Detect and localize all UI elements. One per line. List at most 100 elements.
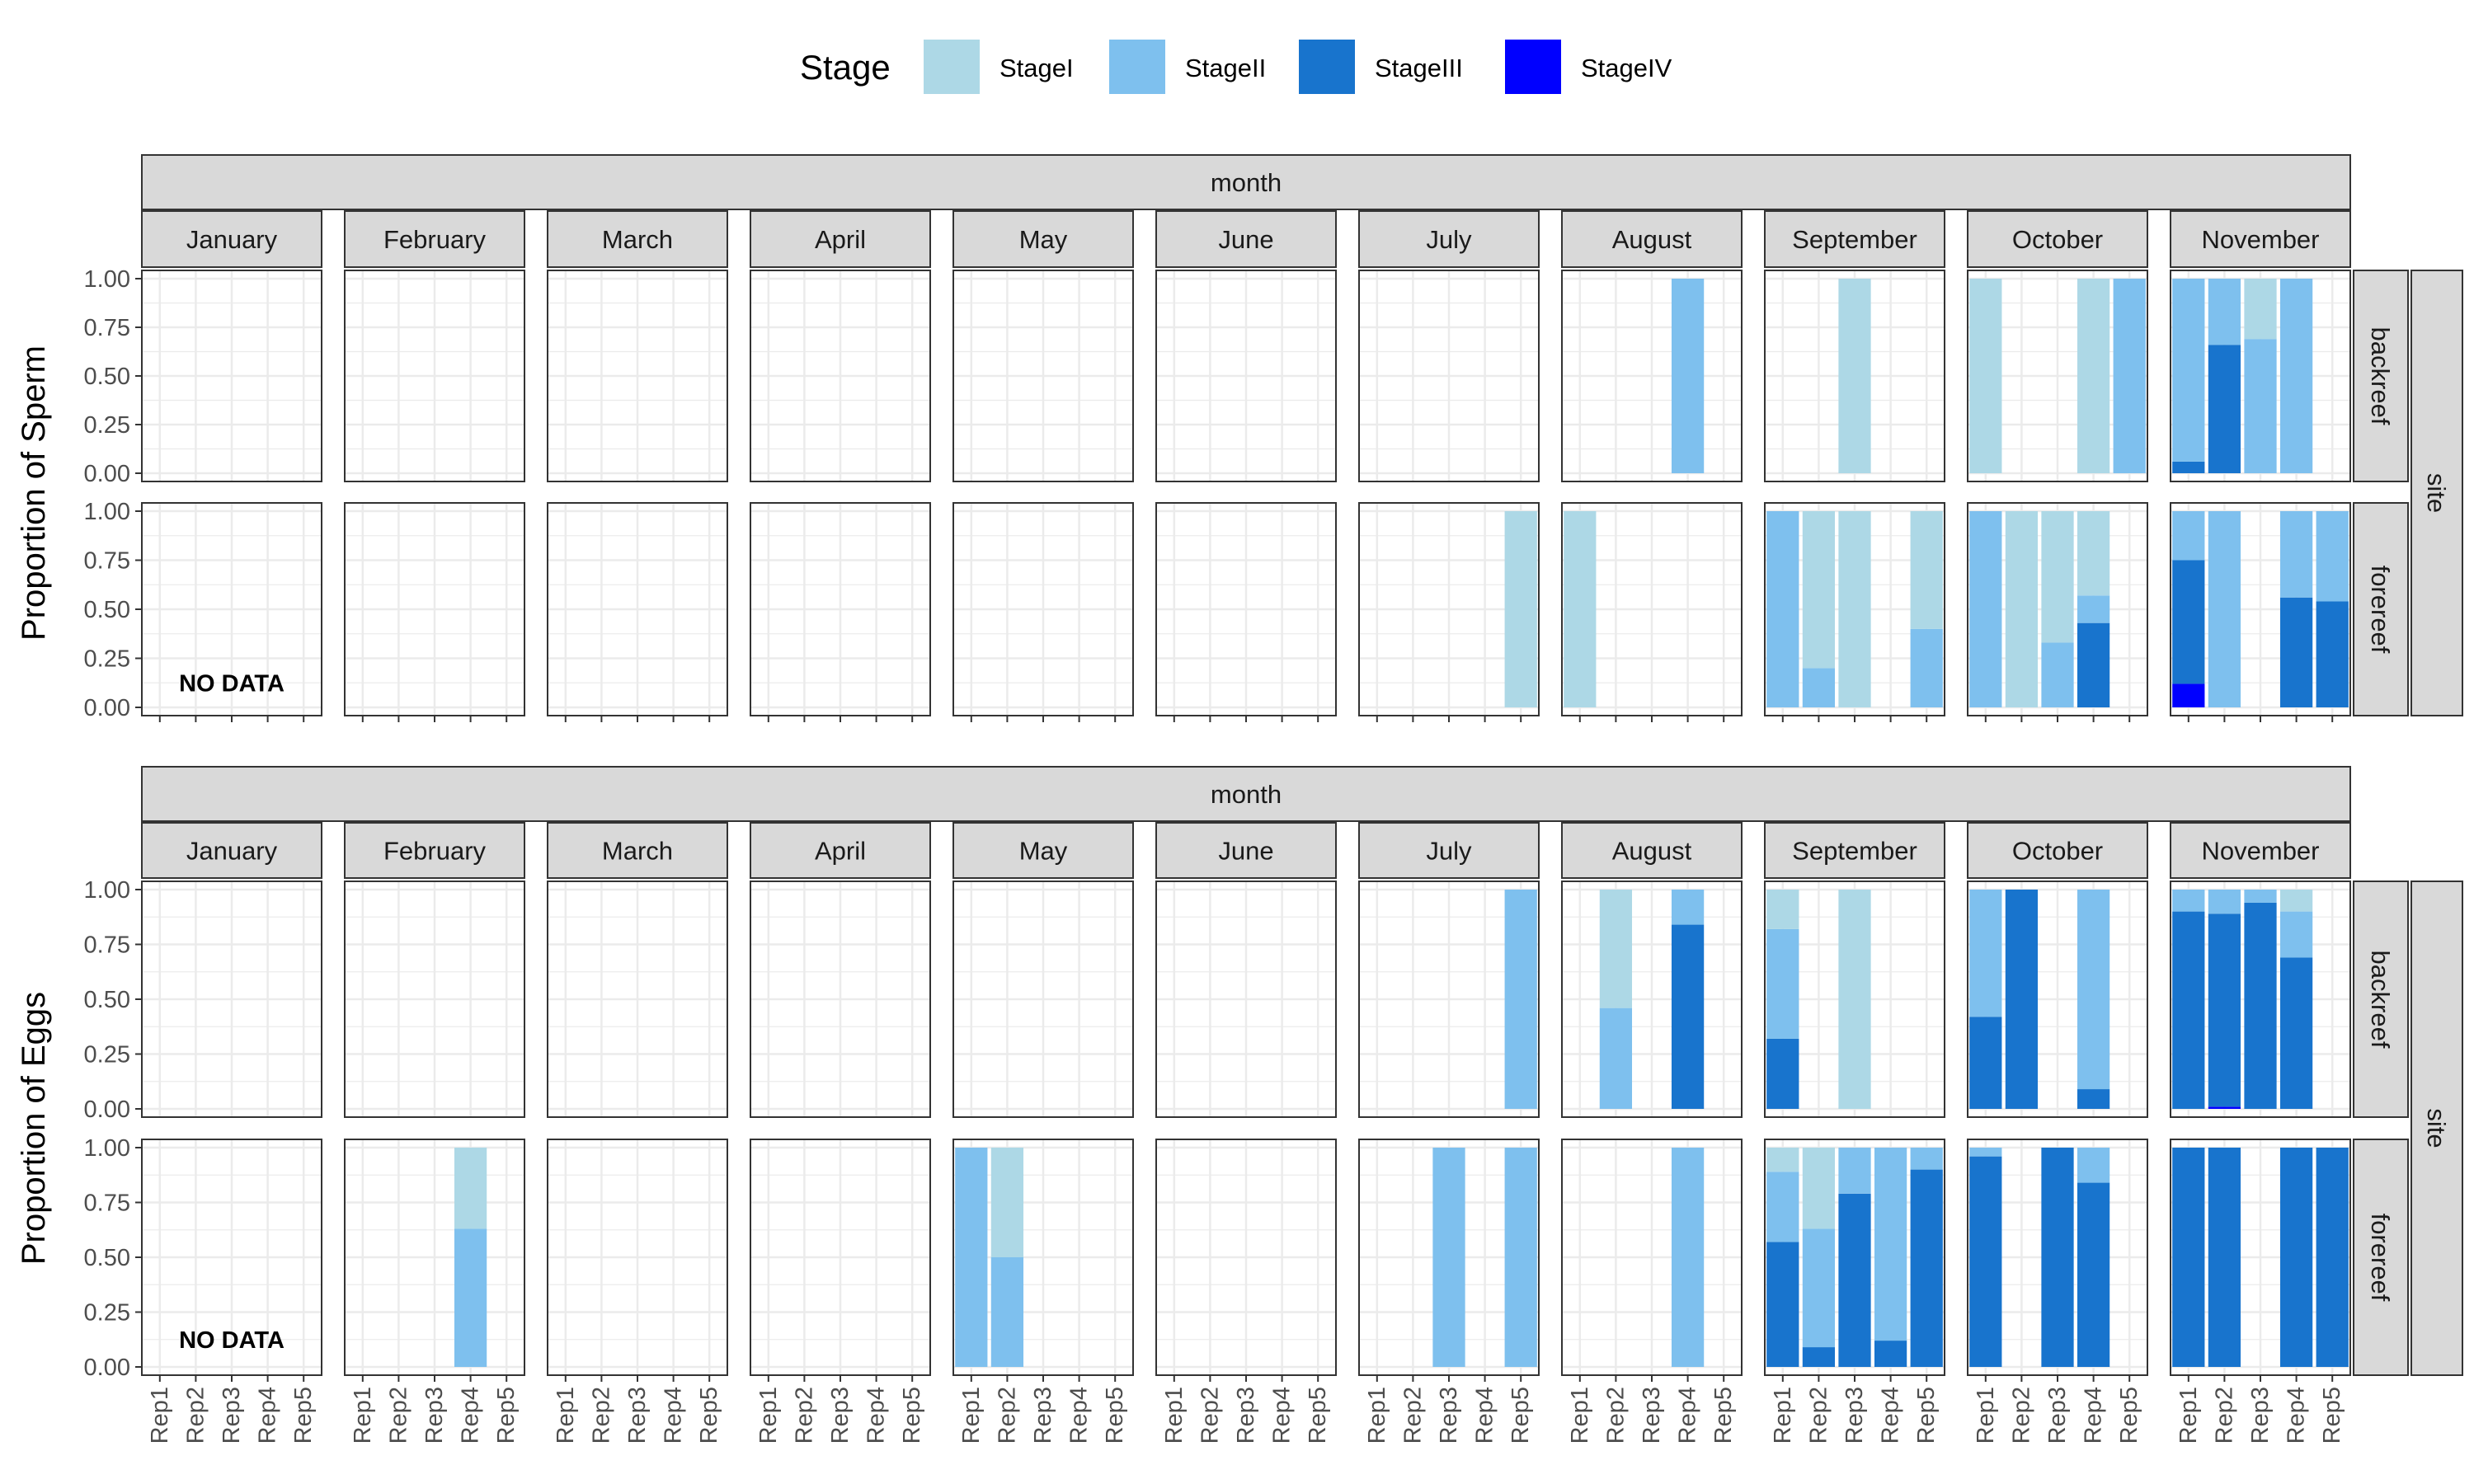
panel-border [1764,881,1945,1118]
bar-segment-stageii-rep2 [2208,511,2241,707]
x-tick-label: Rep2 [588,1387,614,1444]
eggs-plot: month site Proportion of Eggs January 0.00 0.… [16,766,2463,1444]
bar-segment-stageii-rep5 [1910,1148,1943,1170]
x-tick-label: Rep3 [2044,1387,2071,1444]
bar-segment-stageii-rep5 [2113,279,2146,473]
bar-segment-stageii-rep3 [2244,339,2277,473]
bar-segment-stagei-rep4 [2279,890,2313,912]
y-tick-label: 0.25 [84,412,130,439]
x-tick-label: Rep5 [493,1387,520,1444]
month-strip-february [344,210,525,268]
x-tick-label: Rep5 [1305,1387,1331,1444]
x-tick-label: Rep5 [1710,1387,1737,1444]
facet-row-title-strip [2411,881,2463,1376]
month-label-february: February [383,837,487,866]
bar-segment-stageii-rep1 [2172,511,2205,561]
x-tick-label: Rep2 [791,1387,817,1444]
y-tick-label: 0.75 [84,932,130,959]
bar-segment-stageiii-rep2 [2208,913,2241,1107]
x-tick-label: Rep3 [1030,1387,1056,1444]
month-label-july: July [1426,837,1472,866]
legend-key-stageii [1109,40,1165,94]
legend-key-stagei [924,40,980,94]
bar-segment-stagei-rep3 [2244,279,2277,340]
y-tick-label: 0.00 [84,461,130,487]
month-label-april: April [815,837,866,866]
site-strip-forereef [2353,502,2409,716]
bar-segment-stageii-rep1 [955,1148,988,1367]
panel-border [1155,881,1337,1118]
bar-segment-stageii-rep3 [1432,1148,1465,1367]
month-label-november: November [2202,225,2320,254]
bar-segment-stageii-rep5 [1504,1148,1537,1367]
bar-segment-stageiv-rep2 [2208,1106,2241,1109]
y-axis-title: Proportion of Eggs [16,992,52,1265]
x-tick-label: Rep2 [1197,1387,1223,1444]
bar-segment-stageiii-rep2 [2208,345,2241,473]
month-label-august: August [1612,837,1692,866]
bar-segment-stageii-rep4 [2279,279,2313,473]
bar-segment-stageii-rep4 [1874,1148,1907,1341]
y-tick-label: 0.50 [84,987,130,1013]
x-tick-label: Rep1 [553,1387,579,1444]
facet-col-title: month [1211,780,1282,809]
bar-segment-stageii-rep5 [1910,628,1943,707]
bar-segment-stageii-rep1 [2172,279,2205,462]
site-strip-backreef [2353,881,2409,1118]
no-data-label: NO DATA [179,1327,285,1354]
x-tick-label: Rep2 [1602,1387,1629,1444]
month-label-january: January [186,837,278,866]
x-tick-label: Rep1 [755,1387,782,1444]
x-tick-label: Rep1 [1161,1387,1188,1444]
bar-segment-stageiii-rep3 [1838,1193,1871,1367]
x-tick-label: Rep2 [182,1387,209,1444]
bar-segment-stagei-rep1 [1969,279,2002,473]
x-tick-label: Rep5 [1507,1387,1534,1444]
panel-border [1155,270,1337,482]
bar-segment-stageii-rep4 [1671,279,1705,473]
facet-row-title: site [2422,1108,2451,1148]
site-label-backreef: backreef [2366,951,2395,1049]
x-tick-label: Rep4 [2081,1387,2107,1444]
bar-segment-stageii-rep2 [2208,890,2241,914]
y-tick-label: 0.00 [84,695,130,721]
bar-segment-stageiii-rep2 [2005,890,2039,1109]
panel-border [547,270,728,482]
x-tick-label: Rep5 [1913,1387,1940,1444]
bar-segment-stageii-rep4 [2077,1148,2110,1183]
legend-key-stageiii [1299,40,1355,94]
month-strip-october [1967,822,2148,879]
bar-segment-stagei-rep1 [1766,1148,1799,1172]
x-tick-label: Rep1 [1364,1387,1390,1444]
bar-segment-stagei-rep1 [1564,511,1597,707]
x-tick-label: Rep4 [1878,1387,1904,1444]
bar-segment-stageiii-rep4 [2279,597,2313,707]
panel-border [1561,881,1743,1118]
panel-border [1764,270,1945,482]
panel-border [344,881,525,1118]
month-strip-november [2170,210,2351,268]
bar-segment-stagei-rep2 [2005,511,2039,707]
month-strip-april [750,822,931,879]
month-label-march: March [602,225,673,254]
x-tick-label: Rep1 [958,1387,985,1444]
bar-segment-stagei-rep2 [990,1148,1024,1257]
bar-segment-stageii-rep2 [1599,1007,1633,1109]
bar-segment-stageiii-rep2 [2208,1148,2241,1367]
panel-border [1358,270,1540,482]
bar-segment-stageii-rep4 [454,1228,487,1367]
x-tick-label: Rep2 [994,1387,1020,1444]
x-tick-label: Rep5 [696,1387,722,1444]
month-label-january: January [186,225,278,254]
x-tick-label: Rep2 [1805,1387,1832,1444]
bar-segment-stageii-rep4 [2279,911,2313,958]
x-tick-label: Rep5 [290,1387,317,1444]
bar-segment-stageii-rep3 [2244,890,2277,903]
bar-segment-stageii-rep1 [1766,511,1799,707]
bar-segment-stageiii-rep1 [1766,1038,1799,1109]
x-tick-label: Rep4 [863,1387,890,1444]
month-strip-june [1155,210,1337,268]
bar-segment-stagei-rep3 [1838,511,1871,707]
bar-segment-stageiii-rep4 [2077,1182,2110,1367]
month-strip-january [141,822,322,879]
